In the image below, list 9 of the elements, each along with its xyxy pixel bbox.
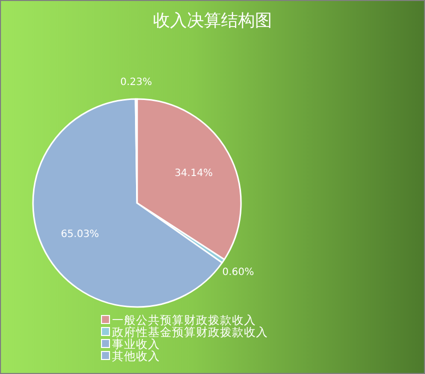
legend-label: 政府性基金预算财政拨款收入 [112,325,268,339]
data-label: 65.03% [60,229,100,240]
data-label: 0.60% [222,267,254,278]
legend-label: 一般公共预算财政拨款收入 [112,313,256,327]
legend-label: 事业收入 [112,337,160,351]
chart-title: 收入决算结构图 [153,11,272,31]
legend-label: 其他收入 [112,349,160,363]
data-label: 0.23% [120,77,152,88]
data-label: 34.14% [174,168,213,180]
